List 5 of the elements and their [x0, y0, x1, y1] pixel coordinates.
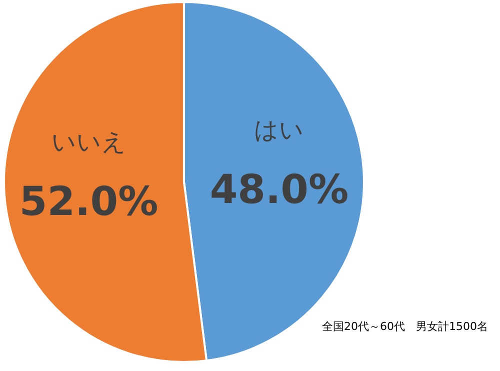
slice-label: いいえ — [51, 128, 126, 156]
data-label: 52.0% — [19, 178, 158, 225]
text: 全国20代～60代 男女計1500名 — [322, 320, 488, 333]
slice-label: はい — [254, 116, 304, 144]
data-label: 48.0% — [210, 167, 349, 214]
